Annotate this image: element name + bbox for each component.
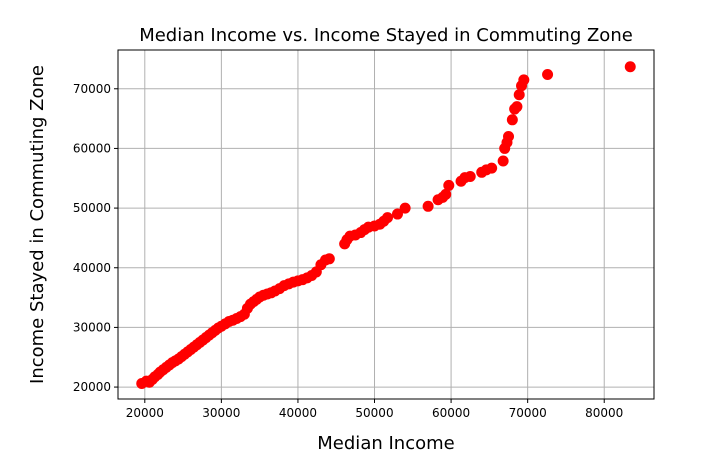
data-point <box>511 101 523 113</box>
data-point <box>497 155 509 167</box>
data-point <box>503 131 515 143</box>
data-point <box>382 212 394 224</box>
y-tick-label: 70000 <box>73 82 111 96</box>
y-tick-label: 30000 <box>73 320 111 334</box>
data-point <box>624 61 636 73</box>
y-tick-label: 50000 <box>73 201 111 215</box>
axis-ticks: 20000 30000 40000 50000 60000 70000 80000 20000… <box>73 82 624 420</box>
data-point <box>513 89 525 101</box>
data-point <box>440 188 452 200</box>
data-point <box>422 200 434 212</box>
data-point <box>506 114 518 126</box>
x-tick-label: 30000 <box>202 406 240 420</box>
data-point <box>391 208 403 220</box>
y-axis-title: Income Stayed in Commuting Zone <box>27 65 48 384</box>
grid-lines <box>118 50 654 399</box>
data-point <box>399 202 411 214</box>
data-points <box>136 61 636 389</box>
data-point <box>464 170 476 182</box>
x-tick-label: 60000 <box>432 406 470 420</box>
x-tick-label: 40000 <box>279 406 317 420</box>
data-point <box>542 68 554 80</box>
data-point <box>486 162 498 174</box>
plot-area-frame <box>117 49 655 400</box>
chart-title: Median Income vs. Income Stayed in Commu… <box>139 25 633 46</box>
data-point <box>443 179 455 191</box>
x-axis-title: Median Income <box>317 433 454 454</box>
data-point <box>323 253 335 265</box>
data-point <box>518 74 530 86</box>
x-tick-label: 20000 <box>126 406 164 420</box>
y-tick-label: 20000 <box>73 380 111 394</box>
y-tick-label: 40000 <box>73 261 111 275</box>
x-tick-label: 50000 <box>355 406 393 420</box>
x-tick-label: 80000 <box>585 406 623 420</box>
x-tick-label: 70000 <box>509 406 547 420</box>
y-tick-label: 60000 <box>73 141 111 155</box>
